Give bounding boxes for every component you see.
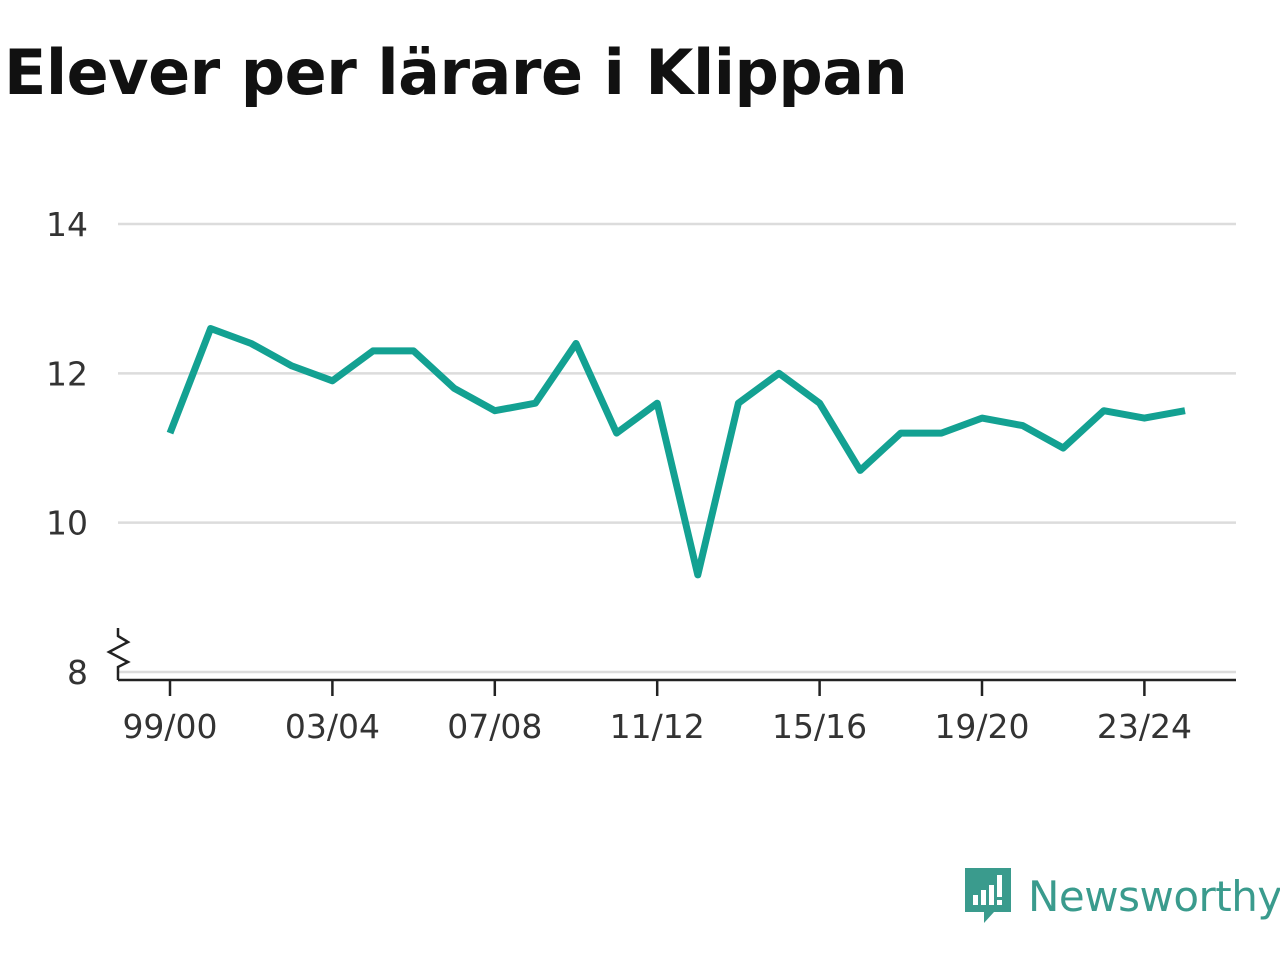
x-axis bbox=[106, 628, 1236, 682]
axis-break-icon bbox=[106, 628, 131, 680]
y-tick-label: 12 bbox=[46, 354, 88, 393]
x-tick-label: 11/12 bbox=[610, 707, 705, 746]
y-tick-label: 10 bbox=[46, 504, 88, 543]
y-tick-label: 14 bbox=[46, 205, 88, 244]
y-axis-ticks: 8 10 12 14 bbox=[46, 205, 88, 692]
brand-logo: Newsworthy bbox=[962, 864, 1280, 928]
x-axis-ticks: 99/00 03/04 07/08 11/12 15/16 19/20 23/24 bbox=[122, 680, 1192, 746]
x-tick-label: 07/08 bbox=[447, 707, 542, 746]
chart-title: Elever per lärare i Klippan bbox=[4, 36, 908, 109]
x-tick-label: 23/24 bbox=[1097, 707, 1192, 746]
series-line bbox=[166, 325, 1186, 579]
brand-name: Newsworthy bbox=[1028, 871, 1280, 921]
x-tick-label: 15/16 bbox=[772, 707, 867, 746]
series-layer bbox=[166, 325, 1186, 579]
x-tick-label: 19/20 bbox=[934, 707, 1029, 746]
y-tick-label: 8 bbox=[67, 653, 88, 692]
x-tick-label: 03/04 bbox=[285, 707, 380, 746]
x-tick-label: 99/00 bbox=[122, 707, 217, 746]
newsworthy-logo-icon bbox=[965, 868, 1011, 923]
